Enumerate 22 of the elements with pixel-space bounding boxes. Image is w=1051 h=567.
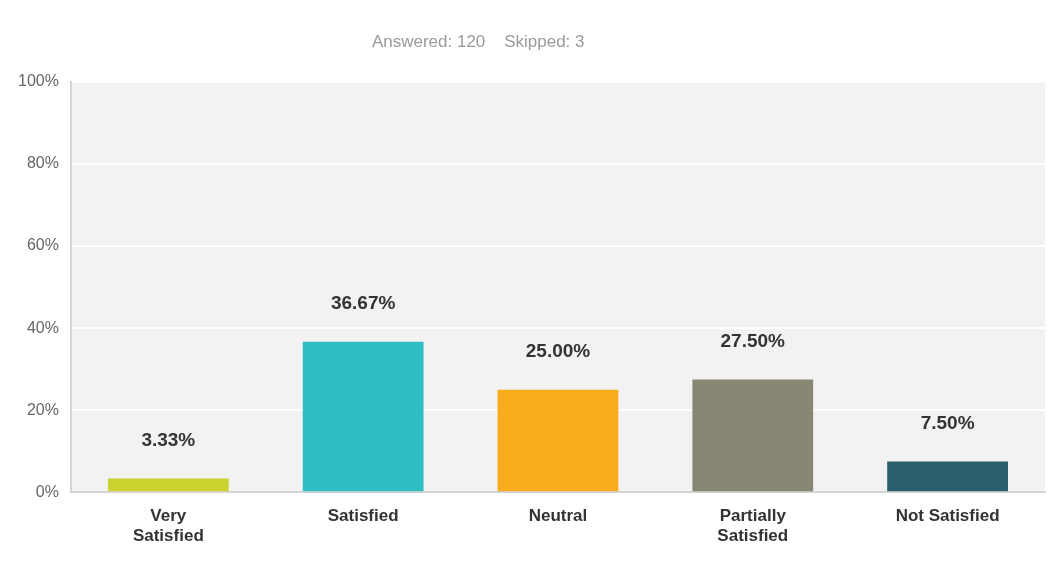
data-label: 36.67% [330, 292, 396, 314]
chart-title: Answered: 120 Skipped: 3 [371, 31, 585, 51]
bar [887, 461, 1008, 492]
x-tick-label: Very Satisfied [132, 506, 204, 546]
bar [107, 478, 229, 492]
y-tick-label: 20% [26, 400, 59, 418]
x-tick-label: Not Satisfied [895, 506, 1000, 526]
data-label: 25.00% [525, 339, 591, 361]
y-tick-label: 0% [35, 482, 59, 500]
y-tick-label: 40% [26, 318, 59, 336]
bar [692, 379, 814, 492]
x-tick-label: Satisfied [327, 506, 399, 526]
y-tick-label: 80% [26, 154, 59, 172]
y-tick-label: 100% [18, 72, 59, 90]
data-label: 27.50% [720, 329, 786, 351]
x-tick-label: Neutral [528, 506, 588, 526]
bar [302, 341, 424, 492]
bar [497, 389, 619, 492]
data-label: 7.50% [920, 411, 975, 433]
x-tick-label: Partially Satisfied [717, 506, 789, 546]
data-label: 3.33% [141, 428, 196, 450]
y-tick-label: 60% [26, 236, 59, 254]
